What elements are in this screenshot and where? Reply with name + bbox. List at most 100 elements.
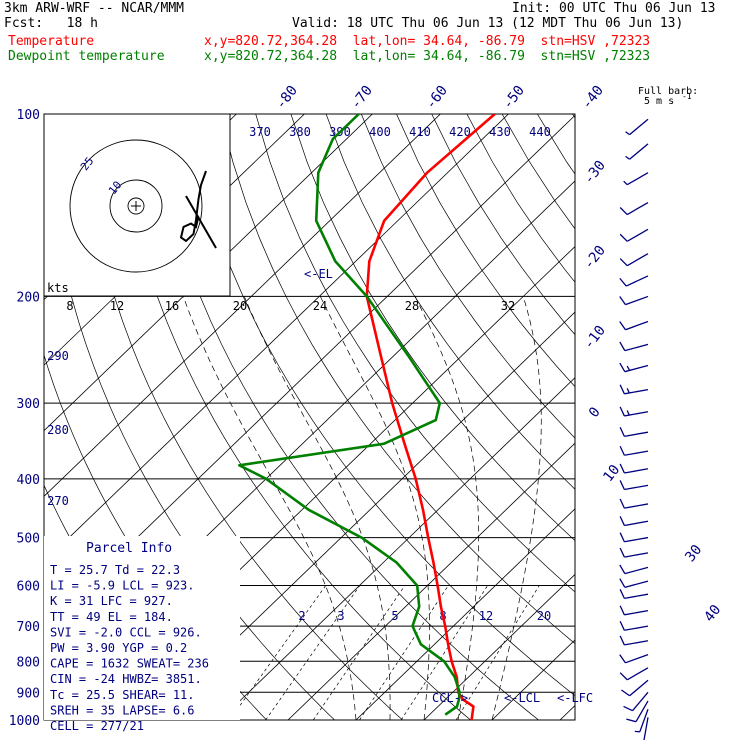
wind-barb: [619, 564, 649, 575]
wind-barb-flag: [619, 207, 628, 216]
wind-barb-flag: [619, 578, 626, 588]
wind-barb-flag: [619, 516, 625, 526]
dewpoint-legend-label: Dewpoint temperature: [8, 49, 165, 64]
wind-barb-flag: [619, 341, 626, 351]
wind-barb: [619, 635, 649, 646]
model-title: 3km ARW-WRF -- NCAR/MMM: [4, 1, 185, 16]
isotherm-label: -50: [500, 83, 528, 113]
hodograph-ring: [109, 179, 163, 233]
valid-time: Valid: 18 UTC Thu 06 Jun 13 (12 MDT Thu …: [292, 16, 684, 31]
theta-label: 400: [369, 125, 391, 139]
pressure-tick-label: 700: [17, 620, 40, 635]
parcel-info-row: T = 25.7 Td = 22.3: [50, 563, 180, 577]
wind-barb: [619, 463, 649, 474]
wind-barb-shaft: [625, 653, 649, 664]
dry-adiabat-line: [114, 114, 471, 720]
isotherm-line: [151, 311, 575, 720]
hodograph-ring: [127, 197, 145, 215]
wind-barb-shaft: [624, 536, 649, 543]
wind-barb: [621, 679, 649, 697]
pressure-tick-label: 500: [17, 532, 40, 547]
mixing-ratio-label: 20: [537, 609, 551, 623]
wind-barb-flag: [619, 296, 626, 306]
parcel-info-background: [44, 536, 240, 720]
pressure-tick-label: 200: [17, 290, 40, 305]
parcel-info-row: CAPE = 1632 SWEAT= 236: [50, 657, 209, 671]
mixing-ratio-label: 3: [337, 609, 344, 623]
wind-barb: [619, 427, 649, 437]
theta-label: 410: [409, 125, 431, 139]
parcel-info-row: SREH = 35 LAPSE= 6.6: [50, 703, 195, 717]
wind-barb-flag: [623, 180, 628, 186]
level-markers: <-EL CCL-> <-LCL <-LFC: [304, 267, 593, 705]
wind-barb-shaft: [626, 667, 649, 681]
wind-barb: [619, 620, 649, 631]
wind-barb-shaft: [624, 580, 649, 588]
pressure-tick-label: 800: [17, 655, 40, 670]
isotherm-line: [491, 639, 575, 720]
isotherm-line: [696, 114, 740, 720]
temperature-profile: [365, 114, 496, 720]
wind-barb-flag: [619, 547, 625, 558]
wind-barb-shaft: [629, 118, 649, 136]
wind-barb-shaft: [625, 295, 649, 306]
wind-barb-flag: [619, 233, 628, 242]
mixing-ratio-label: 12: [479, 609, 493, 623]
hodograph-units-label: kts: [47, 281, 69, 295]
wind-barb: [619, 406, 649, 417]
wind-barb-shaft: [624, 484, 649, 491]
wind-barb: [634, 709, 649, 733]
wind-barb: [619, 228, 649, 242]
barb-key-exponent: -1: [682, 92, 692, 101]
theta-side-label: 280: [47, 423, 69, 437]
pressure-tick-label: 300: [17, 397, 40, 412]
dry-adiabat-line: [537, 114, 575, 175]
dry-adiabat-line: [643, 114, 740, 720]
wind-barb: [619, 341, 649, 352]
pressure-tick-label: 100: [17, 108, 40, 123]
wind-barb-shaft: [626, 228, 649, 242]
wind-barb-flag: [619, 463, 625, 474]
wind-barb-flag: [619, 277, 627, 287]
wind-barb-shaft: [624, 610, 649, 616]
wind-barb-flag: [621, 689, 630, 697]
isotherm-label: -60: [423, 83, 451, 113]
isotherm-label: -40: [579, 83, 607, 113]
wind-barb-flag: [626, 365, 631, 371]
wind-barb-shaft: [624, 520, 649, 527]
theta-side-label: 270: [47, 494, 69, 508]
isotherm-line: [44, 114, 441, 497]
mixing-ratio-line: [359, 585, 449, 720]
wind-barb-flag: [626, 410, 630, 416]
temperature-location-info: x,y=820.72,364.28 lat,lon= 34.64, -86.79…: [204, 34, 651, 49]
mixing-ratio-label: 2: [298, 609, 305, 623]
wind-barb-flag: [619, 654, 626, 664]
moist-adiabat-line: [243, 296, 391, 720]
parcel-info-row: SVI = -2.0 CCL = 926.: [50, 625, 202, 639]
hodograph-speed-label: 16: [165, 299, 179, 313]
dry-adiabat-line: [501, 114, 575, 230]
wind-barb-flag: [619, 406, 625, 417]
theta-label: 440: [529, 125, 551, 139]
dry-adiabat-line: [255, 114, 575, 593]
dry-adiabat-line: [79, 114, 403, 720]
hodograph-speed-label: 12: [110, 299, 124, 313]
wind-barb-shaft: [643, 717, 649, 740]
wind-barb-flag: [619, 635, 625, 646]
wind-barb-shaft: [624, 343, 649, 352]
wind-barb: [619, 384, 649, 395]
lcl-marker: <-LCL: [504, 691, 540, 705]
isotherm-line: [559, 704, 575, 720]
hodograph-speed-label: 8: [66, 299, 73, 313]
theta-label: 370: [249, 125, 271, 139]
wind-barb-flag: [625, 131, 630, 136]
isotherm-label: 40: [701, 602, 724, 625]
wind-barb: [623, 691, 649, 712]
wind-barb: [619, 480, 649, 491]
hodograph-shear-line: [185, 195, 217, 249]
wind-barb-shaft: [624, 640, 649, 646]
wind-barb-flag: [619, 445, 625, 456]
hodograph: 25 10 kts: [43, 113, 231, 297]
isotherm-line: [44, 114, 509, 563]
pressure-tick-label: 400: [17, 473, 40, 488]
